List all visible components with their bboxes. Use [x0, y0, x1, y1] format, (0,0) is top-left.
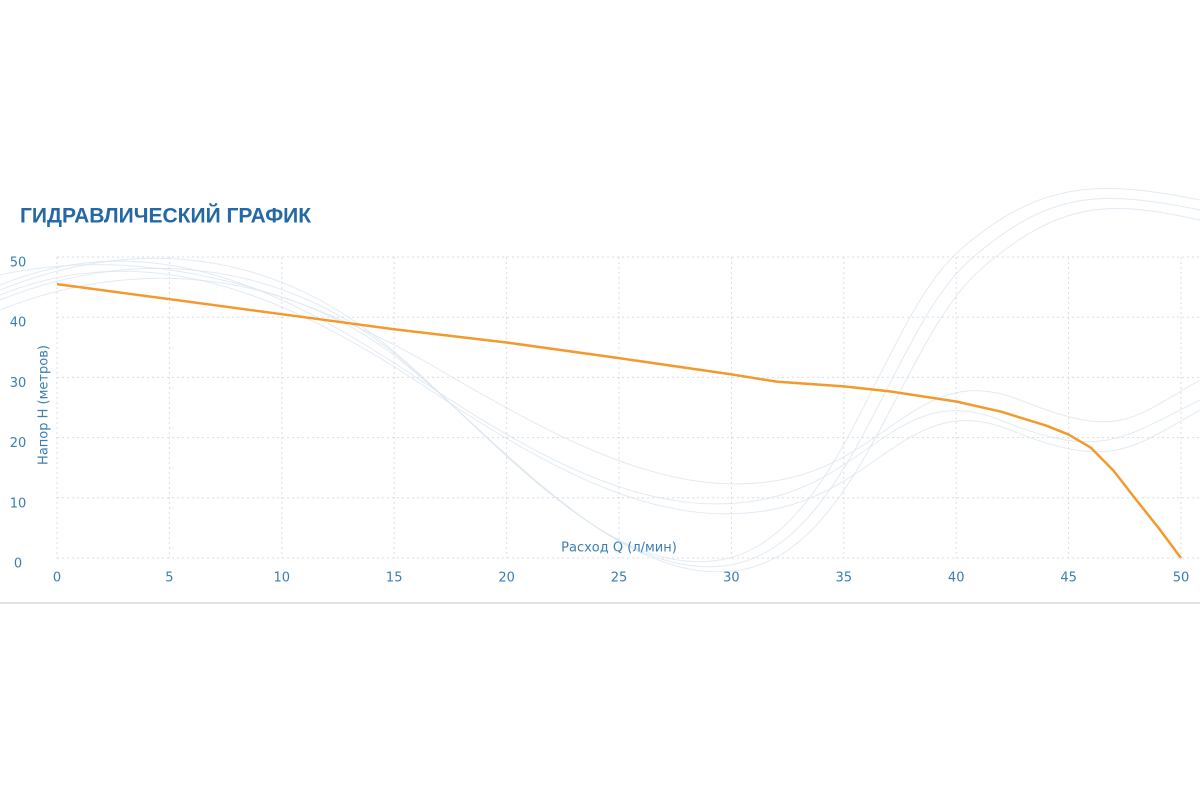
x-tick-label: 25: [611, 571, 628, 586]
x-tick-label: 45: [1060, 571, 1077, 586]
x-tick-label: 20: [498, 571, 515, 586]
background-waves: [0, 187, 1200, 573]
x-tick-label: 40: [948, 571, 965, 586]
x-tick-label: 15: [386, 571, 403, 586]
x-tick-label: 5: [165, 571, 173, 586]
x-tick-label: 30: [723, 571, 740, 586]
y-tick-label: 10: [10, 496, 27, 511]
y-tick-label: 0: [14, 557, 22, 572]
y-tick-label: 40: [10, 316, 27, 331]
x-tick-label: 35: [836, 571, 853, 586]
x-tick-label: 50: [1173, 571, 1190, 586]
plot-area: 0 10 20 30 40 50 0 5 10 15 20 25 30 35 40 45 50: [10, 256, 1200, 586]
y-axis-label: Напор H (метров): [37, 345, 52, 465]
x-tick-label: 0: [53, 571, 61, 586]
data-line: [56, 282, 1183, 559]
x-tick-label: 10: [274, 571, 291, 586]
chart-title: ГИДРАВЛИЧЕСКИЙ ГРАФИК: [20, 204, 311, 228]
y-tick-label: 50: [10, 256, 27, 271]
y-tick-label: 30: [10, 376, 27, 391]
y-tick-label: 20: [10, 436, 27, 451]
